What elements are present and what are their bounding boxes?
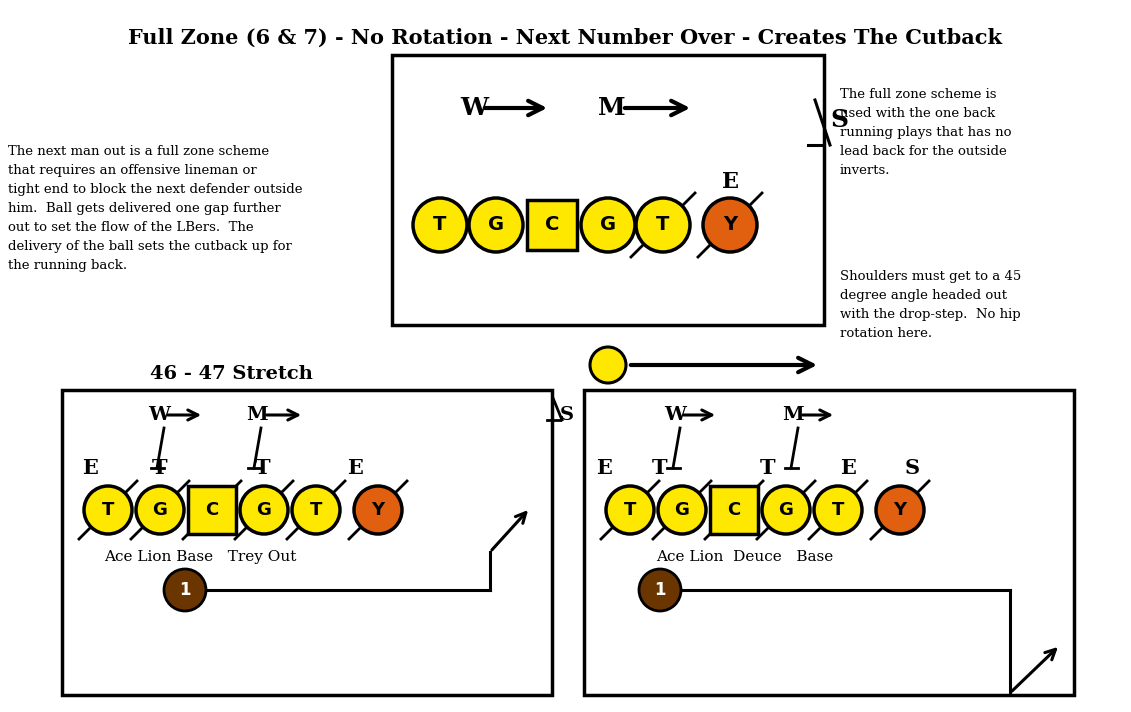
Text: E: E bbox=[596, 458, 612, 478]
Text: C: C bbox=[206, 501, 218, 519]
Circle shape bbox=[354, 486, 402, 534]
Bar bbox=[188, 486, 236, 534]
Text: T: T bbox=[760, 458, 776, 478]
Circle shape bbox=[469, 198, 523, 252]
Text: The full zone scheme is
used with the one back
running plays that has no
lead ba: The full zone scheme is used with the on… bbox=[840, 88, 1011, 177]
Circle shape bbox=[814, 486, 862, 534]
Circle shape bbox=[164, 569, 206, 611]
Circle shape bbox=[606, 486, 654, 534]
Text: E: E bbox=[347, 458, 363, 478]
Text: Full Zone (6 & 7) - No Rotation - Next Number Over - Creates The Cutback: Full Zone (6 & 7) - No Rotation - Next N… bbox=[128, 28, 1002, 48]
Text: G: G bbox=[599, 216, 616, 234]
Text: M: M bbox=[247, 406, 268, 424]
Text: S: S bbox=[560, 406, 575, 424]
Text: Y: Y bbox=[893, 501, 907, 519]
Text: G: G bbox=[257, 501, 271, 519]
Text: T: T bbox=[831, 501, 844, 519]
Bar bbox=[710, 486, 758, 534]
Circle shape bbox=[703, 198, 757, 252]
Circle shape bbox=[762, 486, 810, 534]
Text: M: M bbox=[782, 406, 804, 424]
Text: G: G bbox=[487, 216, 504, 234]
Circle shape bbox=[590, 347, 625, 383]
Circle shape bbox=[413, 198, 467, 252]
Text: 1: 1 bbox=[179, 581, 191, 599]
Text: Shoulders must get to a 45
degree angle headed out
with the drop-step.  No hip
r: Shoulders must get to a 45 degree angle … bbox=[840, 270, 1021, 340]
Circle shape bbox=[658, 486, 706, 534]
Circle shape bbox=[136, 486, 184, 534]
Text: Ace Lion  Deuce   Base: Ace Lion Deuce Base bbox=[656, 550, 834, 564]
Text: C: C bbox=[727, 501, 741, 519]
Text: G: G bbox=[674, 501, 690, 519]
Text: G: G bbox=[778, 501, 794, 519]
Text: T: T bbox=[653, 458, 667, 478]
Circle shape bbox=[639, 569, 681, 611]
Text: Y: Y bbox=[371, 501, 385, 519]
Text: T: T bbox=[102, 501, 114, 519]
Text: E: E bbox=[83, 458, 98, 478]
Bar bbox=[527, 200, 577, 250]
Circle shape bbox=[84, 486, 132, 534]
Text: E: E bbox=[722, 171, 739, 193]
Text: W: W bbox=[664, 406, 685, 424]
Circle shape bbox=[240, 486, 288, 534]
Bar bbox=[392, 55, 824, 325]
Text: W: W bbox=[148, 406, 170, 424]
Text: C: C bbox=[545, 216, 559, 234]
Text: Ace Lion Base   Trey Out: Ace Lion Base Trey Out bbox=[104, 550, 296, 564]
Circle shape bbox=[581, 198, 634, 252]
Text: 1: 1 bbox=[654, 581, 666, 599]
Text: The next man out is a full zone scheme
that requires an offensive lineman or
tig: The next man out is a full zone scheme t… bbox=[8, 145, 302, 272]
Text: M: M bbox=[598, 96, 625, 120]
Text: T: T bbox=[433, 216, 447, 234]
Text: T: T bbox=[153, 458, 167, 478]
Text: G: G bbox=[153, 501, 167, 519]
Text: Y: Y bbox=[723, 216, 737, 234]
Text: T: T bbox=[624, 501, 636, 519]
Text: T: T bbox=[310, 501, 322, 519]
Circle shape bbox=[877, 486, 924, 534]
Text: W: W bbox=[460, 96, 489, 120]
Text: T: T bbox=[656, 216, 670, 234]
Text: S: S bbox=[830, 108, 848, 132]
Text: 46 - 47 Stretch: 46 - 47 Stretch bbox=[150, 365, 313, 383]
Text: E: E bbox=[840, 458, 856, 478]
Circle shape bbox=[292, 486, 340, 534]
Text: S: S bbox=[905, 458, 920, 478]
Bar bbox=[62, 390, 552, 695]
Circle shape bbox=[636, 198, 690, 252]
Text: T: T bbox=[256, 458, 270, 478]
Bar bbox=[584, 390, 1074, 695]
